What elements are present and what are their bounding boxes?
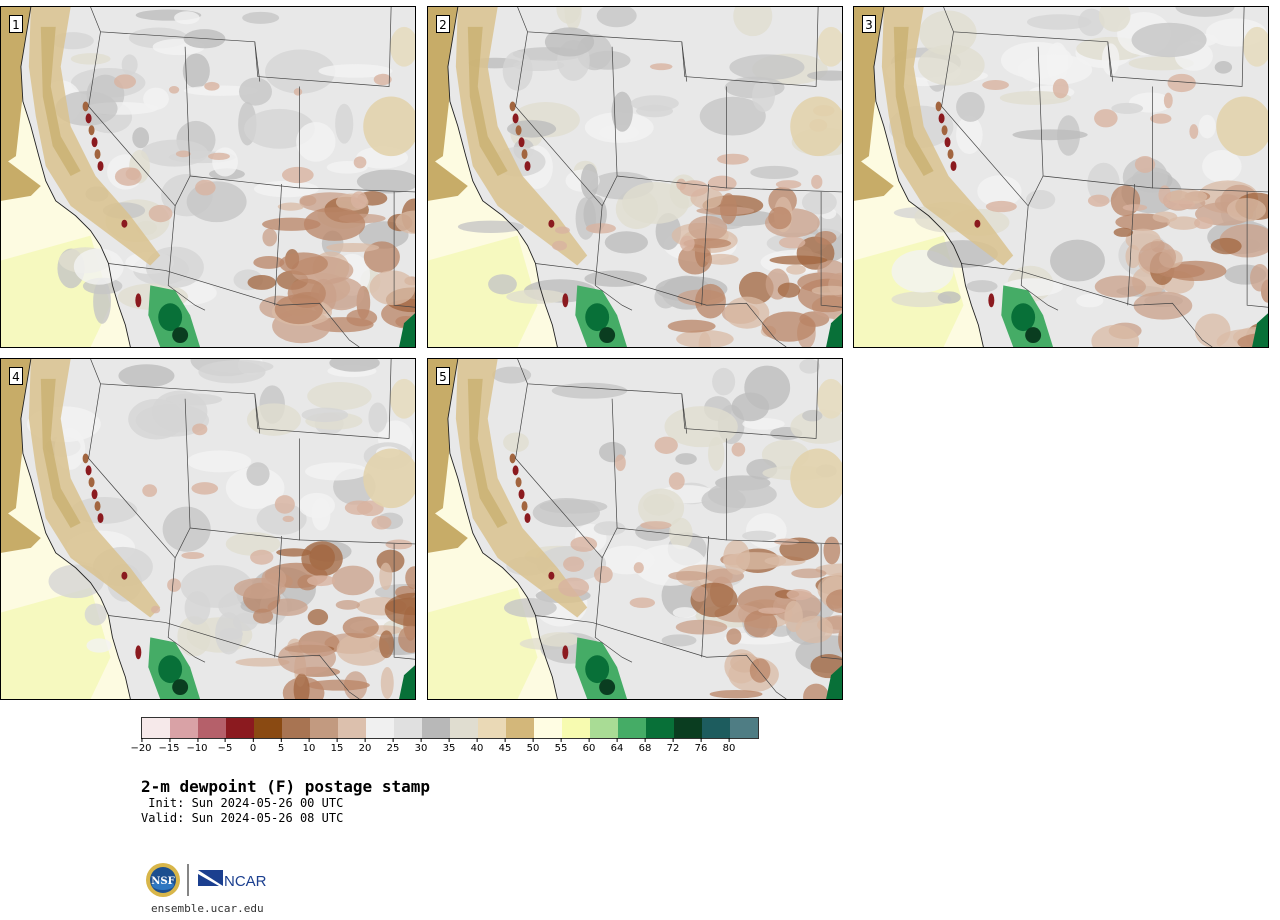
colorbar-tick-label: 10	[303, 738, 315, 754]
svg-text:NSF: NSF	[151, 876, 174, 887]
member-label-1: 1	[9, 15, 23, 33]
colorbar-tick-label: 5	[278, 738, 284, 754]
colorbar-swatch	[450, 718, 478, 738]
valid-time: Valid: Sun 2024-05-26 08 UTC	[141, 811, 344, 825]
colorbar-tick-label: 55	[555, 738, 567, 754]
colorbar-swatch	[282, 718, 310, 738]
colorbar-tick-label: −20	[130, 738, 152, 754]
nsf-ncar-logo: NSF NCAR	[145, 860, 275, 900]
colorbar-tick-label: 50	[527, 738, 539, 754]
ensemble-member-map-3: 3	[853, 6, 1269, 348]
colorbar	[141, 717, 759, 739]
colorbar-swatch	[254, 718, 282, 738]
ensemble-member-map-5: 5	[427, 358, 843, 700]
website-url: ensemble.ucar.edu	[151, 902, 264, 915]
colorbar-swatch	[562, 718, 590, 738]
colorbar-tick-label: 76	[695, 738, 707, 754]
ensemble-member-map-2: 2	[427, 6, 843, 348]
colorbar-swatch	[366, 718, 394, 738]
dewpoint-map-1	[1, 7, 415, 347]
colorbar-swatch	[674, 718, 702, 738]
colorbar-tick-label: 72	[667, 738, 679, 754]
ensemble-member-map-1: 1	[0, 6, 416, 348]
dewpoint-map-5	[428, 359, 842, 699]
dewpoint-map-4	[1, 359, 415, 699]
colorbar-swatch	[394, 718, 422, 738]
ncar-mark-icon	[198, 870, 223, 886]
colorbar-swatch	[142, 718, 170, 738]
colorbar-tick-label: 80	[723, 738, 735, 754]
colorbar-swatch	[534, 718, 562, 738]
colorbar-tick-label: −10	[186, 738, 208, 754]
figure-title: 2-m dewpoint (F) postage stamp	[141, 777, 430, 796]
colorbar-tick-label: 35	[443, 738, 455, 754]
colorbar-tick-label: −5	[218, 738, 232, 754]
colorbar-tick-label: 64	[611, 738, 623, 754]
colorbar-swatch	[506, 718, 534, 738]
colorbar-tick-label: 25	[387, 738, 399, 754]
colorbar-ticks: −20 −15 −10 −5 0 5 10 15 20 25 30 35 40 45 50 55 60 64 68 7…	[130, 738, 757, 760]
colorbar-tick-label: 0	[250, 738, 256, 754]
colorbar-tick-label: 20	[359, 738, 371, 754]
ensemble-member-map-4: 4	[0, 358, 416, 700]
ncar-wordmark: NCAR	[224, 873, 267, 890]
colorbar-tick-label: 40	[471, 738, 483, 754]
member-label-3: 3	[862, 15, 876, 33]
colorbar-swatch	[170, 718, 198, 738]
colorbar-swatch	[646, 718, 674, 738]
member-label-5: 5	[436, 367, 450, 385]
dewpoint-map-3	[854, 7, 1268, 347]
colorbar-tick-label: 45	[499, 738, 511, 754]
colorbar-swatch	[730, 718, 758, 738]
colorbar-tick-label: −15	[158, 738, 180, 754]
colorbar-tick-label: 68	[639, 738, 651, 754]
colorbar-swatch	[422, 718, 450, 738]
colorbar-swatch	[590, 718, 618, 738]
colorbar-swatch	[702, 718, 730, 738]
colorbar-tick-label: 30	[415, 738, 427, 754]
colorbar-swatch	[618, 718, 646, 738]
dewpoint-map-2	[428, 7, 842, 347]
colorbar-swatch	[198, 718, 226, 738]
colorbar-swatch	[226, 718, 254, 738]
member-label-2: 2	[436, 15, 450, 33]
colorbar-swatch	[338, 718, 366, 738]
colorbar-tick-label: 15	[331, 738, 343, 754]
member-label-4: 4	[9, 367, 23, 385]
init-time: Init: Sun 2024-05-26 00 UTC	[141, 796, 344, 810]
colorbar-swatch	[310, 718, 338, 738]
nsf-seal-icon: NSF	[146, 863, 180, 897]
colorbar-tick-label: 60	[583, 738, 595, 754]
colorbar-swatch	[478, 718, 506, 738]
